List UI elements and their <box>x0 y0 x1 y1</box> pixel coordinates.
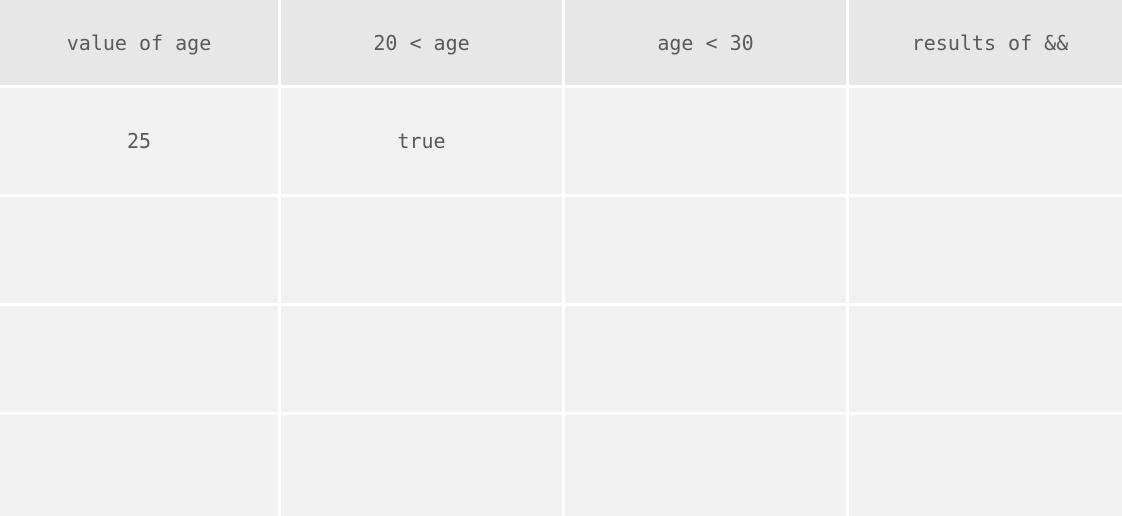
table-cell-r1-age-lt-30 <box>565 88 846 194</box>
table-cell-r4-results-of-and <box>849 415 1122 516</box>
table-cell-r3-age-lt-30 <box>565 306 846 412</box>
table-cell-r3-value-of-age <box>0 306 278 412</box>
column-header-age-lt-30: age < 30 <box>565 0 846 85</box>
table-cell-r2-value-of-age <box>0 197 278 303</box>
table-cell-r4-age-lt-30 <box>565 415 846 516</box>
column-header-results-of-and: results of && <box>849 0 1122 85</box>
table-cell-r1-results-of-and <box>849 88 1122 194</box>
table-cell-r1-20-lt-age: true <box>281 88 562 194</box>
table-cell-r2-20-lt-age <box>281 197 562 303</box>
table-cell-r3-20-lt-age <box>281 306 562 412</box>
table-cell-r2-age-lt-30 <box>565 197 846 303</box>
column-header-20-lt-age: 20 < age <box>281 0 562 85</box>
table-cell-r2-results-of-and <box>849 197 1122 303</box>
column-header-value-of-age: value of age <box>0 0 278 85</box>
table-cell-r1-value-of-age: 25 <box>0 88 278 194</box>
table-cell-r4-20-lt-age <box>281 415 562 516</box>
table-cell-r3-results-of-and <box>849 306 1122 412</box>
table-cell-r4-value-of-age <box>0 415 278 516</box>
